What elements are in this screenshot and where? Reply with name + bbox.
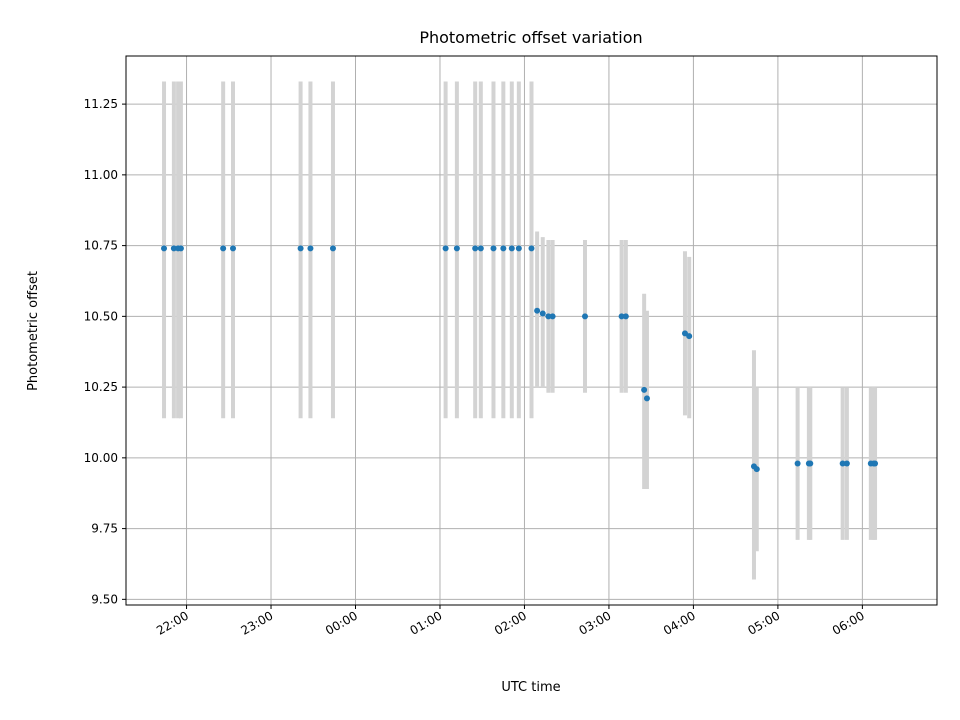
x-tick-label: 02:00 bbox=[492, 608, 529, 637]
data-point bbox=[681, 330, 688, 337]
data-point bbox=[297, 245, 304, 252]
x-tick-label: 22:00 bbox=[154, 608, 191, 637]
y-tick-label: 11.25 bbox=[84, 97, 118, 111]
data-point bbox=[230, 245, 237, 252]
data-point bbox=[794, 460, 801, 467]
data-point bbox=[490, 245, 497, 252]
data-point bbox=[622, 313, 629, 320]
data-point bbox=[442, 245, 449, 252]
x-tick-label: 23:00 bbox=[239, 608, 276, 637]
data-point bbox=[618, 313, 625, 320]
data-point bbox=[329, 245, 336, 252]
x-axis-label: UTC time bbox=[501, 680, 560, 695]
x-tick-label: 00:00 bbox=[323, 608, 360, 637]
data-point bbox=[753, 466, 760, 473]
data-point bbox=[177, 245, 184, 252]
data-point bbox=[839, 460, 846, 467]
y-tick-label: 9.50 bbox=[91, 592, 118, 606]
data-point bbox=[508, 245, 515, 252]
data-point bbox=[528, 245, 535, 252]
x-tick-label: 06:00 bbox=[830, 608, 867, 637]
data-point bbox=[500, 245, 507, 252]
data-point bbox=[307, 245, 314, 252]
y-axis-label: Photometric offset bbox=[26, 271, 41, 391]
data-point bbox=[643, 395, 650, 402]
data-point bbox=[843, 460, 850, 467]
data-point bbox=[539, 310, 546, 317]
data-point bbox=[545, 313, 552, 320]
data-point bbox=[515, 245, 522, 252]
data-point bbox=[170, 245, 177, 252]
x-tick-label: 03:00 bbox=[576, 608, 613, 637]
x-axis-ticks: 22:00 23:00 00:00 01:00 02:00 03:00 04:00 05:00… bbox=[154, 605, 867, 638]
x-tick-label: 04:00 bbox=[661, 608, 698, 637]
x-tick-label: 01:00 bbox=[408, 608, 445, 637]
y-tick-label: 10.75 bbox=[84, 239, 118, 253]
data-point bbox=[220, 245, 227, 252]
data-point bbox=[807, 460, 814, 467]
data-points bbox=[161, 245, 879, 473]
data-point bbox=[549, 313, 556, 320]
y-tick-label: 9.75 bbox=[91, 522, 118, 536]
data-point bbox=[872, 460, 879, 467]
data-point bbox=[641, 386, 648, 393]
data-point bbox=[534, 307, 541, 314]
data-point bbox=[477, 245, 484, 252]
plot-frame bbox=[125, 55, 938, 606]
y-axis-ticks: 9.50 9.75 10.00 10.25 10.50 10.75 11.00 11.25 bbox=[84, 97, 126, 606]
data-point bbox=[161, 245, 168, 252]
x-tick-label: 05:00 bbox=[745, 608, 782, 637]
y-tick-label: 10.50 bbox=[84, 309, 118, 323]
y-tick-label: 11.00 bbox=[84, 168, 118, 182]
chart-title: Photometric offset variation bbox=[419, 28, 642, 47]
data-point bbox=[453, 245, 460, 252]
data-point bbox=[472, 245, 479, 252]
data-point bbox=[582, 313, 589, 320]
data-point bbox=[686, 333, 693, 340]
y-tick-label: 10.00 bbox=[84, 451, 118, 465]
y-tick-label: 10.25 bbox=[84, 380, 118, 394]
